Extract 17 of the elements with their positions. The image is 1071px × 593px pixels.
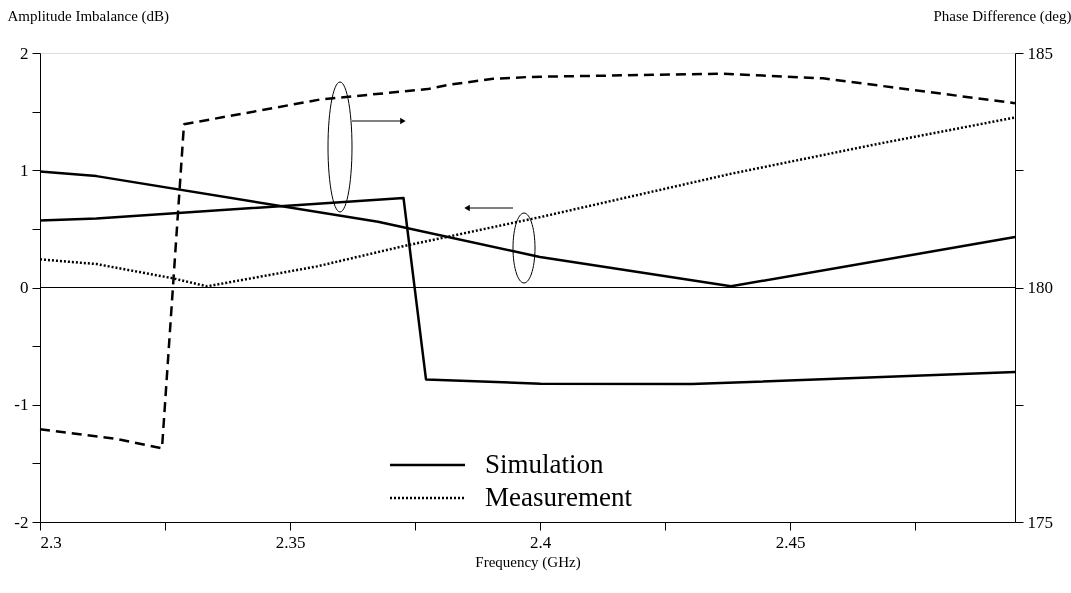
x-tick-label: 2.35 <box>275 532 306 552</box>
x-tick-label: 2.3 <box>40 532 62 552</box>
x-axis-title: Frequency (GHz) <box>475 553 581 571</box>
x-tick-label: 2.4 <box>529 532 552 552</box>
y-tick-label: -1 <box>14 395 29 415</box>
y2-tick-label: 175 <box>1027 512 1053 532</box>
y-tick-label: 0 <box>20 278 29 297</box>
y-tick-label: -2 <box>14 512 29 532</box>
legend-label: Simulation <box>485 449 605 479</box>
y2-axis-title: Phase Difference (deg) <box>933 7 1071 25</box>
y-tick-label: 1 <box>20 160 29 180</box>
x-tick-label: 2.45 <box>775 532 806 552</box>
y2-tick-label: 180 <box>1027 278 1053 297</box>
y-tick-label: 2 <box>20 43 29 63</box>
legend-label: Measurement <box>485 482 633 512</box>
y2-tick-label: 185 <box>1027 43 1053 63</box>
y-axis-title: Amplitude Imbalance (dB) <box>7 7 170 25</box>
